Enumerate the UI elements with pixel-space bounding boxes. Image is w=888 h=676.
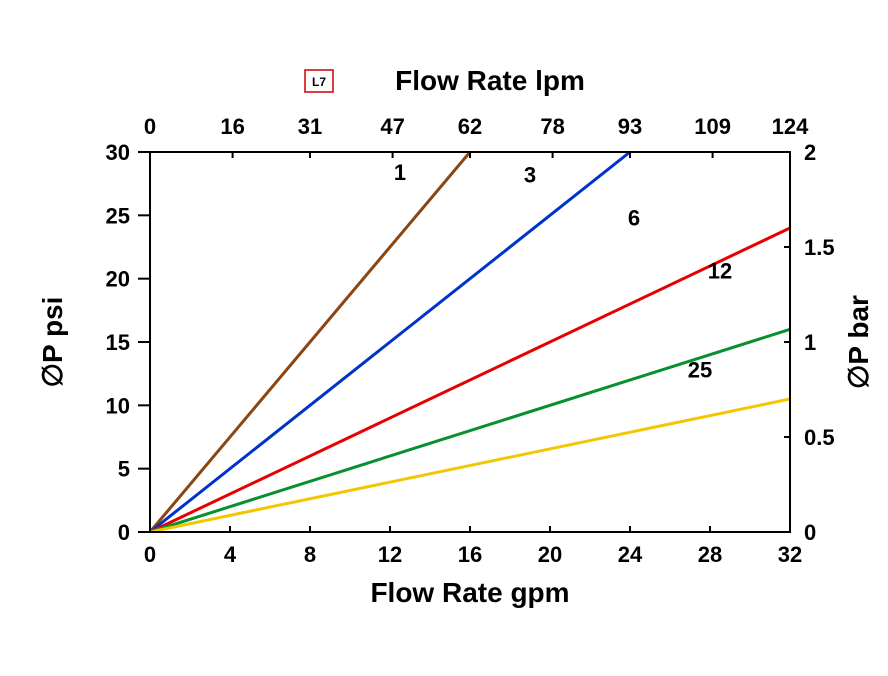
chart-bg [0, 0, 888, 676]
xt-tick-label: 16 [220, 114, 244, 139]
xb-tick-label: 0 [144, 542, 156, 567]
series-label-3: 3 [524, 162, 536, 187]
xb-tick-label: 20 [538, 542, 562, 567]
left-axis-title: ∅P psi [37, 297, 68, 388]
bottom-axis-title: Flow Rate gpm [370, 577, 569, 608]
series-label-25: 25 [688, 357, 712, 382]
yl-tick-label: 0 [118, 520, 130, 545]
xb-tick-label: 16 [458, 542, 482, 567]
series-label-6: 6 [628, 205, 640, 230]
yr-tick-label: 1.5 [804, 235, 835, 260]
right-axis-title: ∅P bar [843, 295, 874, 389]
yr-tick-label: 1 [804, 330, 816, 355]
xt-tick-label: 78 [540, 114, 564, 139]
yr-tick-label: 0.5 [804, 425, 835, 450]
series-label-1: 1 [394, 160, 406, 185]
xt-tick-label: 47 [380, 114, 404, 139]
xb-tick-label: 32 [778, 542, 802, 567]
yl-tick-label: 15 [106, 330, 130, 355]
xt-tick-label: 124 [772, 114, 809, 139]
xb-tick-label: 4 [224, 542, 237, 567]
xt-tick-label: 0 [144, 114, 156, 139]
yl-tick-label: 25 [106, 203, 130, 228]
yl-tick-label: 10 [106, 393, 130, 418]
annotation-text: L7 [312, 75, 326, 89]
yr-tick-label: 0 [804, 520, 816, 545]
xb-tick-label: 28 [698, 542, 722, 567]
series-label-12: 12 [708, 259, 732, 284]
yl-tick-label: 5 [118, 457, 130, 482]
xb-tick-label: 24 [618, 542, 643, 567]
xb-tick-label: 8 [304, 542, 316, 567]
yr-tick-label: 2 [804, 140, 816, 165]
xt-tick-label: 109 [694, 114, 731, 139]
top-axis-title: Flow Rate lpm [395, 65, 585, 96]
xb-tick-label: 12 [378, 542, 402, 567]
xt-tick-label: 31 [298, 114, 322, 139]
chart-svg: 0481216202428320163147627893109124051015… [0, 0, 888, 676]
xt-tick-label: 93 [618, 114, 642, 139]
pressure-flow-chart: 0481216202428320163147627893109124051015… [0, 0, 888, 676]
yl-tick-label: 20 [106, 267, 130, 292]
yl-tick-label: 30 [106, 140, 130, 165]
xt-tick-label: 62 [458, 114, 482, 139]
